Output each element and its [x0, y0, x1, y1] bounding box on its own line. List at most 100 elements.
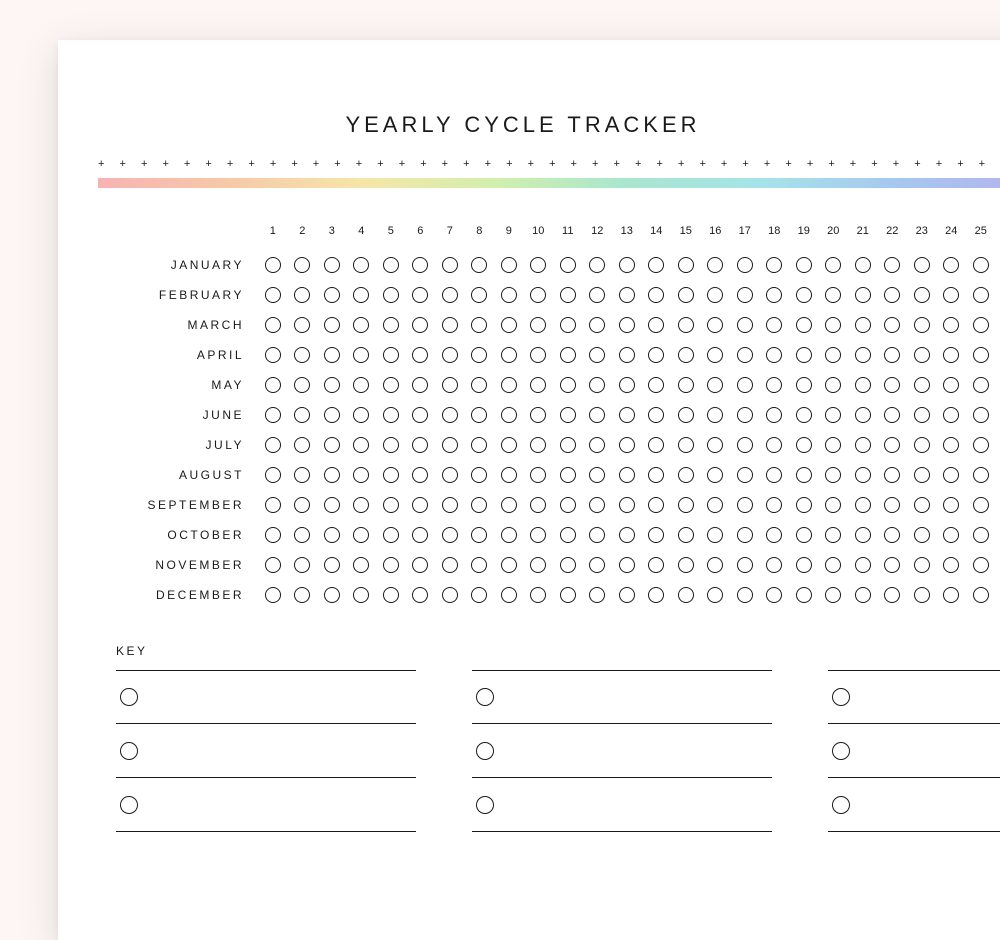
day-cell[interactable] — [819, 467, 849, 483]
day-cell[interactable] — [288, 347, 318, 363]
day-cell[interactable] — [524, 407, 554, 423]
day-cell[interactable] — [966, 557, 996, 573]
day-cell[interactable] — [671, 407, 701, 423]
day-cell[interactable] — [553, 587, 583, 603]
day-cell[interactable] — [288, 377, 318, 393]
day-cell[interactable] — [465, 287, 495, 303]
day-cell[interactable] — [789, 287, 819, 303]
day-cell[interactable] — [701, 407, 731, 423]
day-cell[interactable] — [937, 527, 967, 543]
day-cell[interactable] — [701, 317, 731, 333]
day-cell[interactable] — [553, 377, 583, 393]
day-cell[interactable] — [524, 317, 554, 333]
day-cell[interactable] — [966, 527, 996, 543]
day-cell[interactable] — [760, 407, 790, 423]
day-cell[interactable] — [494, 557, 524, 573]
day-cell[interactable] — [701, 287, 731, 303]
day-cell[interactable] — [642, 407, 672, 423]
day-cell[interactable] — [642, 527, 672, 543]
day-cell[interactable] — [701, 377, 731, 393]
day-cell[interactable] — [583, 257, 613, 273]
day-cell[interactable] — [730, 287, 760, 303]
day-cell[interactable] — [406, 257, 436, 273]
day-cell[interactable] — [642, 557, 672, 573]
day-cell[interactable] — [848, 257, 878, 273]
day-cell[interactable] — [258, 497, 288, 513]
day-cell[interactable] — [730, 407, 760, 423]
day-cell[interactable] — [465, 257, 495, 273]
day-cell[interactable] — [435, 347, 465, 363]
day-cell[interactable] — [789, 317, 819, 333]
day-cell[interactable] — [878, 347, 908, 363]
day-cell[interactable] — [789, 437, 819, 453]
day-cell[interactable] — [671, 377, 701, 393]
day-cell[interactable] — [347, 527, 377, 543]
day-cell[interactable] — [878, 557, 908, 573]
day-cell[interactable] — [317, 317, 347, 333]
day-cell[interactable] — [937, 497, 967, 513]
day-cell[interactable] — [288, 467, 318, 483]
day-cell[interactable] — [937, 407, 967, 423]
day-cell[interactable] — [347, 437, 377, 453]
day-cell[interactable] — [760, 497, 790, 513]
day-cell[interactable] — [288, 587, 318, 603]
day-cell[interactable] — [583, 527, 613, 543]
day-cell[interactable] — [406, 497, 436, 513]
day-cell[interactable] — [376, 287, 406, 303]
day-cell[interactable] — [524, 527, 554, 543]
day-cell[interactable] — [406, 437, 436, 453]
day-cell[interactable] — [730, 497, 760, 513]
day-cell[interactable] — [406, 347, 436, 363]
day-cell[interactable] — [760, 557, 790, 573]
day-cell[interactable] — [494, 347, 524, 363]
day-cell[interactable] — [789, 257, 819, 273]
day-cell[interactable] — [671, 497, 701, 513]
day-cell[interactable] — [258, 407, 288, 423]
day-cell[interactable] — [553, 497, 583, 513]
key-item[interactable] — [472, 778, 772, 832]
day-cell[interactable] — [907, 497, 937, 513]
day-cell[interactable] — [406, 287, 436, 303]
day-cell[interactable] — [317, 587, 347, 603]
day-cell[interactable] — [730, 257, 760, 273]
day-cell[interactable] — [907, 467, 937, 483]
day-cell[interactable] — [996, 587, 1000, 603]
day-cell[interactable] — [258, 557, 288, 573]
day-cell[interactable] — [435, 467, 465, 483]
day-cell[interactable] — [730, 467, 760, 483]
day-cell[interactable] — [878, 527, 908, 543]
day-cell[interactable] — [937, 317, 967, 333]
day-cell[interactable] — [730, 347, 760, 363]
day-cell[interactable] — [376, 557, 406, 573]
day-cell[interactable] — [494, 407, 524, 423]
day-cell[interactable] — [789, 347, 819, 363]
day-cell[interactable] — [671, 437, 701, 453]
day-cell[interactable] — [583, 467, 613, 483]
day-cell[interactable] — [789, 377, 819, 393]
day-cell[interactable] — [524, 557, 554, 573]
day-cell[interactable] — [760, 287, 790, 303]
day-cell[interactable] — [494, 287, 524, 303]
day-cell[interactable] — [937, 257, 967, 273]
day-cell[interactable] — [996, 557, 1000, 573]
day-cell[interactable] — [583, 377, 613, 393]
day-cell[interactable] — [996, 467, 1000, 483]
day-cell[interactable] — [730, 317, 760, 333]
day-cell[interactable] — [642, 587, 672, 603]
day-cell[interactable] — [996, 527, 1000, 543]
day-cell[interactable] — [878, 467, 908, 483]
day-cell[interactable] — [317, 527, 347, 543]
day-cell[interactable] — [288, 437, 318, 453]
day-cell[interactable] — [347, 407, 377, 423]
day-cell[interactable] — [524, 437, 554, 453]
day-cell[interactable] — [907, 317, 937, 333]
day-cell[interactable] — [612, 527, 642, 543]
day-cell[interactable] — [819, 587, 849, 603]
day-cell[interactable] — [642, 257, 672, 273]
day-cell[interactable] — [819, 287, 849, 303]
day-cell[interactable] — [317, 497, 347, 513]
day-cell[interactable] — [583, 317, 613, 333]
day-cell[interactable] — [435, 587, 465, 603]
day-cell[interactable] — [966, 377, 996, 393]
day-cell[interactable] — [878, 287, 908, 303]
